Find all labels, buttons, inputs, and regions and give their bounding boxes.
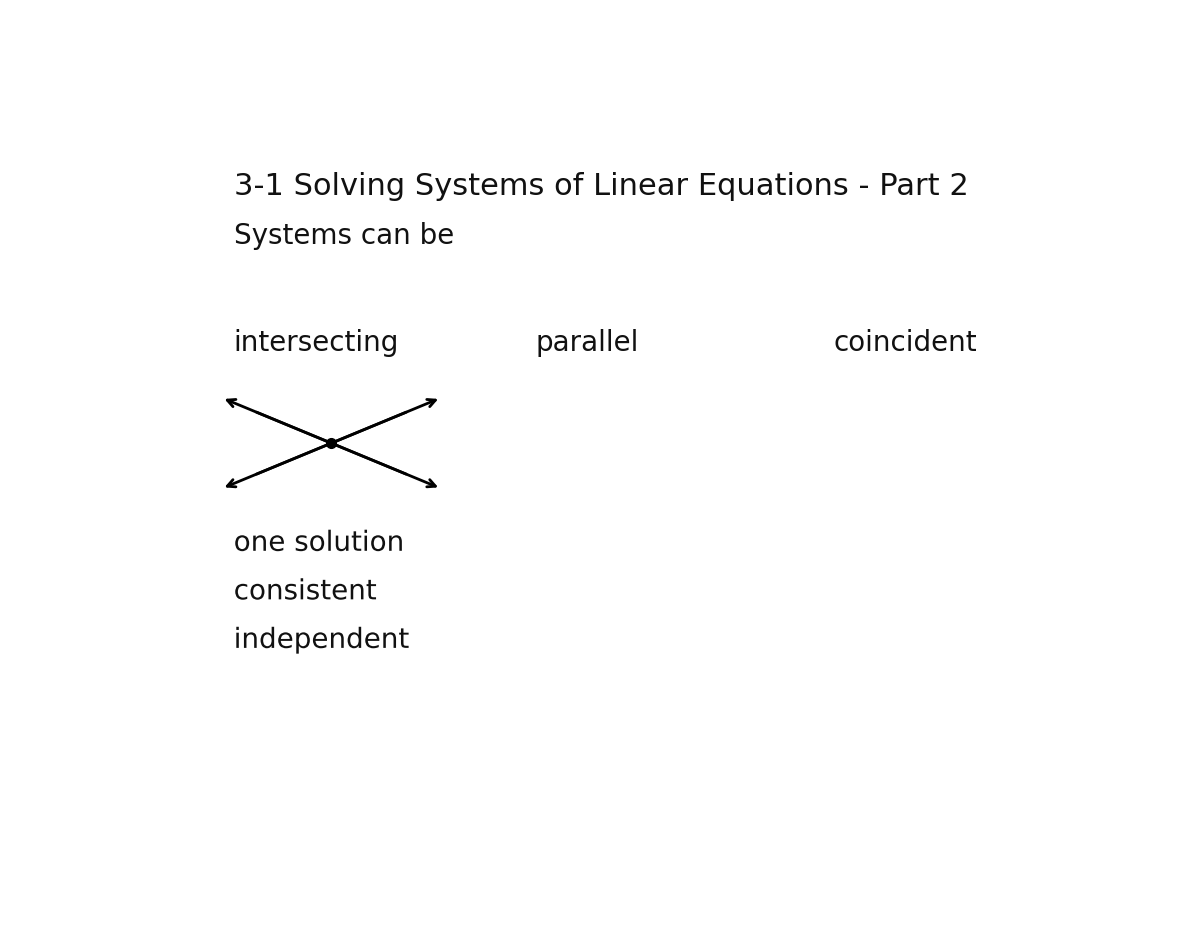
Text: one solution: one solution: [234, 528, 404, 557]
Text: coincident: coincident: [834, 329, 977, 357]
Text: intersecting: intersecting: [234, 329, 400, 357]
Text: Systems can be: Systems can be: [234, 222, 454, 250]
Text: parallel: parallel: [536, 329, 640, 357]
Text: 3-1 Solving Systems of Linear Equations - Part 2: 3-1 Solving Systems of Linear Equations …: [234, 171, 968, 201]
Text: independent: independent: [234, 626, 409, 654]
Text: consistent: consistent: [234, 578, 377, 605]
